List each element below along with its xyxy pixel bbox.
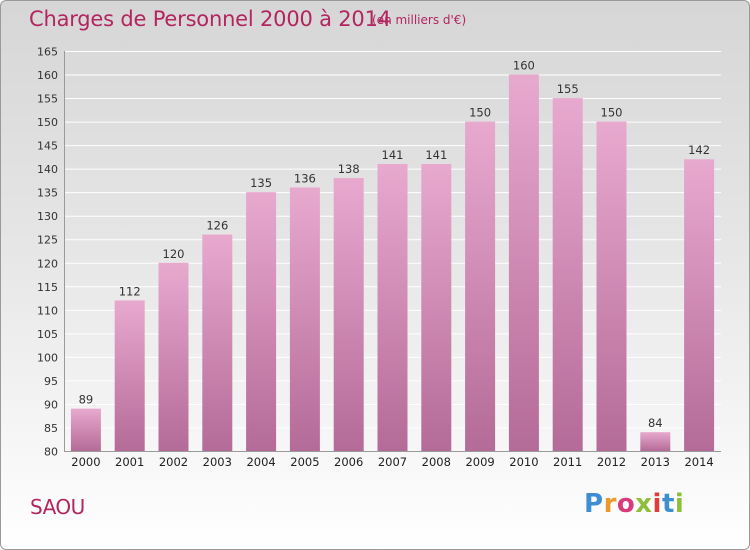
logo-letter: x xyxy=(635,489,653,519)
data-label: 120 xyxy=(163,247,185,261)
y-tick-label: 145 xyxy=(37,140,58,153)
y-tick-label: 125 xyxy=(37,234,58,247)
y-tick-label: 160 xyxy=(37,69,58,82)
x-tick-label: 2008 xyxy=(422,455,451,469)
data-label: 155 xyxy=(557,82,579,96)
logo-letter: t xyxy=(661,489,675,519)
bar xyxy=(552,98,583,451)
y-tick-label: 140 xyxy=(37,163,58,176)
y-tick-label: 100 xyxy=(37,351,58,364)
bar xyxy=(70,408,101,451)
y-tick-label: 90 xyxy=(44,398,58,411)
bar xyxy=(640,432,671,451)
logo-letter: o xyxy=(616,489,636,519)
y-tick-label: 85 xyxy=(44,422,58,435)
chart-title: Charges de Personnel 2000 à 2014 xyxy=(29,7,391,31)
x-tick-label: 2002 xyxy=(159,455,188,469)
commune-name: SAOU xyxy=(30,495,85,519)
data-label: 84 xyxy=(648,416,663,430)
data-label: 142 xyxy=(688,143,710,157)
y-tick-label: 110 xyxy=(37,304,58,317)
y-tick-label: 80 xyxy=(44,446,58,459)
y-tick-label: 130 xyxy=(37,210,58,223)
x-tick-label: 2013 xyxy=(641,455,670,469)
bar xyxy=(246,192,277,452)
bar xyxy=(465,121,496,452)
y-tick-label: 105 xyxy=(37,328,58,341)
bar xyxy=(684,159,715,451)
data-label: 141 xyxy=(382,148,404,162)
data-label: 135 xyxy=(250,176,272,190)
x-tick-label: 2010 xyxy=(509,455,538,469)
bar xyxy=(202,234,233,451)
x-tick-label: 2000 xyxy=(71,455,100,469)
y-tick-label: 165 xyxy=(37,46,58,59)
data-label: 138 xyxy=(338,162,360,176)
data-label: 89 xyxy=(79,393,94,407)
y-tick-label: 150 xyxy=(37,116,58,129)
bar xyxy=(596,121,627,452)
x-tick-label: 2001 xyxy=(115,455,144,469)
y-tick-label: 135 xyxy=(37,187,58,200)
x-tick-label: 2012 xyxy=(597,455,626,469)
y-tick-label: 155 xyxy=(37,93,58,106)
data-label: 150 xyxy=(601,106,623,120)
axes: 80 85 90 95 100 105 110 115 120 125 130 135 140 145 15… xyxy=(37,46,721,469)
x-tick-label: 2006 xyxy=(334,455,363,469)
data-label: 150 xyxy=(469,106,491,120)
bar xyxy=(158,262,189,451)
bar xyxy=(333,178,364,451)
x-tick-label: 2004 xyxy=(246,455,275,469)
bar xyxy=(114,300,145,451)
x-tick-label: 2005 xyxy=(290,455,319,469)
data-label: 141 xyxy=(425,148,447,162)
x-tick-label: 2007 xyxy=(378,455,407,469)
y-tick-label: 120 xyxy=(37,257,58,270)
x-tick-label: 2011 xyxy=(553,455,582,469)
data-label: 136 xyxy=(294,171,316,185)
data-label: 112 xyxy=(119,284,141,298)
x-tick-label: 2009 xyxy=(465,455,494,469)
y-tick-label: 95 xyxy=(44,375,58,388)
bar xyxy=(289,187,320,451)
data-label: 126 xyxy=(206,219,228,233)
y-tick-label: 115 xyxy=(37,281,58,294)
logo-letter: i xyxy=(652,489,662,519)
bar xyxy=(377,163,408,452)
x-tick-label: 2014 xyxy=(684,455,713,469)
data-label: 160 xyxy=(513,59,535,73)
chart-subtitle: (en milliers d'€) xyxy=(372,13,467,27)
bar xyxy=(508,74,539,451)
logo-letter: i xyxy=(674,489,685,519)
proxiti-logo: Proxiti xyxy=(584,489,684,519)
bars xyxy=(70,74,715,452)
bar xyxy=(421,163,452,452)
logo-letter: r xyxy=(603,489,617,519)
logo-letter: P xyxy=(584,489,604,519)
x-tick-label: 2003 xyxy=(203,455,232,469)
